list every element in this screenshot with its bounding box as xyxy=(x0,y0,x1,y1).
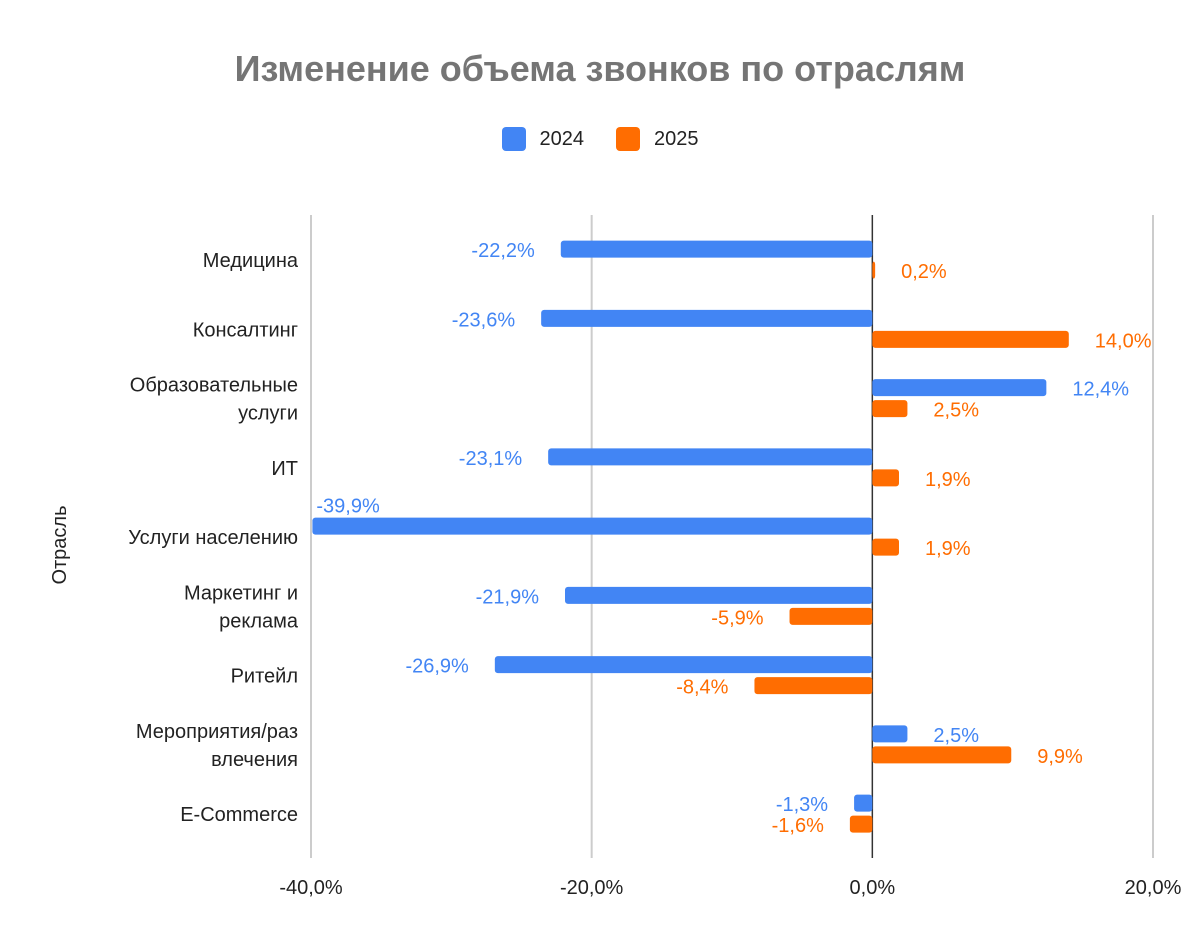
legend-label-2025: 2025 xyxy=(654,127,699,150)
x-tick-label: -40,0% xyxy=(279,877,343,899)
bar-2024 xyxy=(565,586,873,604)
legend-swatch-2024 xyxy=(501,127,526,151)
data-label-2024: -39,9% xyxy=(316,496,380,518)
data-label-2025: 2,5% xyxy=(933,400,979,422)
bar-2024 xyxy=(872,379,1047,397)
data-label-2024: 2,5% xyxy=(933,725,979,747)
bar-2025 xyxy=(872,469,899,487)
bar-2025 xyxy=(872,538,899,556)
bar-2024 xyxy=(312,517,873,535)
data-label-2024: -1,3% xyxy=(776,794,828,816)
bar-2025 xyxy=(872,330,1069,348)
data-label-2024: -26,9% xyxy=(405,656,469,678)
x-tick-label: 0,0% xyxy=(850,877,896,899)
legend: 2024 2025 xyxy=(0,127,1200,151)
category-label: Услуги населению xyxy=(128,527,298,549)
data-label-2024: -23,6% xyxy=(452,309,516,331)
chart-title: Изменение объема звонков по отраслям xyxy=(234,48,966,89)
category-label: Консалтинг xyxy=(193,319,298,341)
category-label: Медицина xyxy=(203,250,299,272)
bar-2025 xyxy=(789,607,873,625)
data-label-2024: -21,9% xyxy=(476,586,540,608)
category-label: Маркетинг и реклама xyxy=(184,582,299,632)
data-label-2025: 9,9% xyxy=(1037,746,1083,768)
legend-item-2024[interactable]: 2024 xyxy=(501,127,585,151)
data-label-2025: 1,9% xyxy=(925,469,971,491)
data-label-2024: 12,4% xyxy=(1072,379,1129,401)
bar-2025 xyxy=(872,400,908,418)
data-label-2025: -5,9% xyxy=(711,607,763,629)
bar-2024 xyxy=(541,309,873,327)
data-label-2025: 0,2% xyxy=(901,261,947,283)
bar-2024 xyxy=(854,794,873,812)
bar-2024 xyxy=(560,240,873,258)
data-label-2025: 14,0% xyxy=(1095,330,1152,352)
data-label-2025: -1,6% xyxy=(772,815,824,837)
bar-2024 xyxy=(872,725,908,743)
x-tick-label: -20,0% xyxy=(560,877,624,899)
legend-swatch-2025 xyxy=(616,127,640,151)
bar-2024 xyxy=(494,656,873,674)
data-label-2024: -22,2% xyxy=(471,240,535,262)
data-label-2025: 1,9% xyxy=(925,538,971,560)
y-axis-title: Отрасль xyxy=(49,505,71,584)
bar-2025 xyxy=(872,261,876,279)
legend-label-2024: 2024 xyxy=(539,127,585,150)
legend-item-2025[interactable]: 2025 xyxy=(616,127,699,151)
bar-2025 xyxy=(849,815,873,833)
x-tick-label: 20,0% xyxy=(1125,877,1182,899)
category-label: Ритейл xyxy=(231,666,298,688)
bar-2025 xyxy=(872,746,1012,764)
data-label-2024: -23,1% xyxy=(459,448,523,470)
category-label: Образовательные услуги xyxy=(130,375,298,425)
category-label: Мероприятия/раз влечения xyxy=(136,721,298,771)
bar-2025 xyxy=(754,677,873,695)
bar-2024 xyxy=(548,448,873,466)
category-label: E-Commerce xyxy=(180,804,298,826)
category-label: ИТ xyxy=(271,458,298,480)
data-label-2025: -8,4% xyxy=(676,677,728,699)
